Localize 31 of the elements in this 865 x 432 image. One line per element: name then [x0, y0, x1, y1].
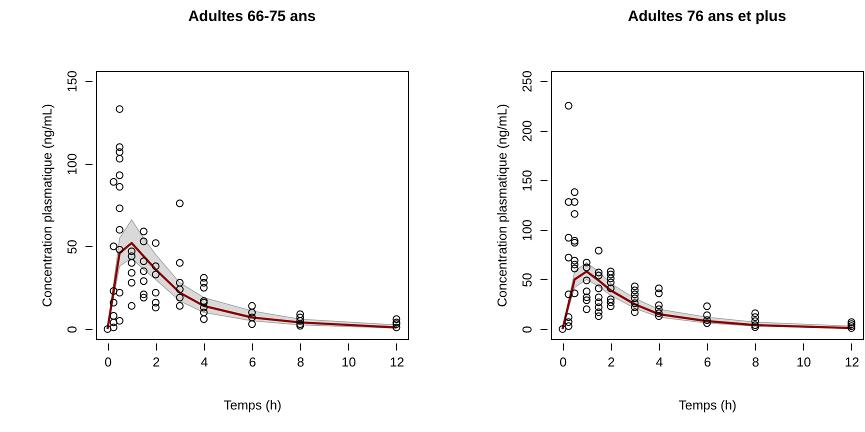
x-tick-label: 4	[200, 354, 208, 370]
y-tick-label: 50	[520, 272, 534, 288]
y-tick-label: 150	[520, 170, 534, 192]
x-tick-label: 12	[844, 354, 860, 370]
y-tick-label: 250	[520, 70, 534, 92]
x-tick-label: 8	[297, 354, 304, 370]
x-tick-label: 6	[704, 354, 712, 370]
x-tick-label: 0	[104, 354, 112, 370]
y-tick-label: 100	[520, 219, 534, 242]
x-tick-label: 10	[342, 354, 356, 370]
y-tick-label: 0	[64, 326, 80, 334]
x-tick-label: 0	[559, 354, 567, 370]
y-tick-label: 100	[64, 153, 80, 175]
y-tick-label: 50	[64, 240, 80, 254]
x-tick-label: 10	[796, 354, 812, 370]
x-tick-label: 12	[390, 354, 404, 370]
chart-title: Adultes 76 ans et plus	[628, 8, 786, 26]
x-tick-label: 4	[656, 354, 663, 370]
x-tick-label: 6	[248, 354, 256, 370]
x-tick-label: 2	[608, 354, 615, 370]
y-tick-label: 0	[520, 326, 534, 334]
y-tick-label: 150	[64, 70, 80, 92]
x-tick-label: 8	[752, 354, 760, 370]
x-tick-label: 2	[152, 354, 160, 370]
line-series	[106, 242, 398, 330]
y-axis-title: Concentration plasmatique (ng/mL)	[494, 104, 510, 308]
chart-title: Adultes 66-75 ans	[188, 8, 316, 26]
y-axis-title: Concentration plasmatique (ng/mL)	[40, 104, 54, 308]
x-axis-title: Temps (h)	[224, 398, 282, 412]
y-tick-label: 200	[520, 120, 534, 142]
x-axis-title: Temps (h)	[678, 398, 736, 412]
